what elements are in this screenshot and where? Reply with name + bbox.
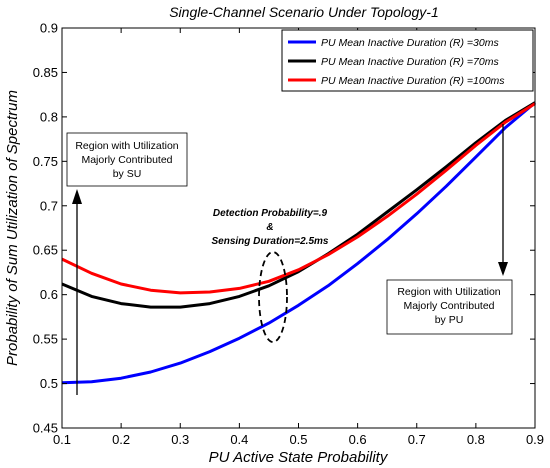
- y-tick-label: 0.5: [40, 376, 58, 391]
- data-lines: [61, 101, 536, 385]
- x-tick-label: 0.4: [230, 432, 248, 447]
- x-tick-label: 0.9: [526, 432, 544, 447]
- x-tick-label: 0.2: [112, 432, 130, 447]
- y-tick-label: 0.6: [40, 287, 58, 302]
- series-line-1: [61, 101, 536, 385]
- x-tick-label: 0.6: [349, 432, 367, 447]
- su-region-box: [66, 132, 188, 187]
- series-line-2: [61, 101, 536, 309]
- su-region-line-2: Majorly Contributed: [81, 154, 172, 166]
- su-region-line-1: Region with Utilization: [75, 140, 178, 152]
- x-tick-label: 0.5: [289, 432, 307, 447]
- detection-line-3: Sensing Duration=2.5ms: [212, 236, 329, 247]
- detection-line-1: Detection Probability=.9: [213, 208, 328, 219]
- pu-region-line-1: Region with Utilization: [397, 286, 500, 298]
- series-line-3: [61, 102, 536, 295]
- detection-ellipse: [258, 251, 288, 343]
- legend-label-3: PU Mean Inactive Duration (R) =100ms: [321, 75, 505, 87]
- y-tick-label: 0.8: [40, 109, 58, 124]
- detection-annotation: Detection Probability=.9 & Sensing Durat…: [212, 208, 329, 343]
- x-axis-label: PU Active State Probability: [209, 449, 389, 466]
- su-region-arrowhead: [72, 189, 82, 204]
- x-axis: 0.1 0.2 0.3 0.4 0.5 0.6 0.7 0.8 0.9: [53, 28, 544, 447]
- detection-line-2: &: [266, 222, 273, 233]
- x-tick-label: 0.1: [53, 432, 71, 447]
- legend: PU Mean Inactive Duration (R) =30ms PU Me…: [281, 29, 534, 92]
- x-tick-label: 0.3: [171, 432, 189, 447]
- pu-region-box: [386, 279, 513, 335]
- pu-region-line-3: by PU: [435, 314, 464, 326]
- y-tick-label: 0.45: [33, 421, 58, 436]
- x-tick-label: 0.7: [408, 432, 426, 447]
- legend-label-1: PU Mean Inactive Duration (R) =30ms: [321, 37, 499, 49]
- pu-region-annotation: Region with Utilization Majorly Contribu…: [386, 124, 513, 335]
- y-tick-label: 0.9: [40, 21, 58, 36]
- pu-region-arrowhead: [498, 262, 508, 276]
- y-tick-label: 0.85: [33, 65, 58, 80]
- legend-box: [281, 29, 534, 92]
- y-axis: 0.45 0.5 0.55 0.6 0.65 0.7 0.75 0.8 0.85 0.9: [33, 21, 535, 436]
- su-region-annotation: Region with Utilization Majorly Contribu…: [66, 132, 188, 395]
- y-tick-label: 0.65: [33, 243, 58, 258]
- y-axis-label: Probability of Sum Utilization of Spectr…: [4, 90, 21, 366]
- chart-title: Single-Channel Scenario Under Topology-1: [169, 4, 439, 20]
- su-region-line-3: by SU: [113, 168, 142, 180]
- legend-label-2: PU Mean Inactive Duration (R) =70ms: [321, 56, 499, 68]
- x-tick-label: 0.8: [467, 432, 485, 447]
- y-tick-label: 0.75: [33, 154, 58, 169]
- y-tick-label: 0.55: [33, 332, 58, 347]
- pu-region-line-2: Majorly Contributed: [403, 300, 494, 312]
- y-tick-label: 0.7: [40, 198, 58, 213]
